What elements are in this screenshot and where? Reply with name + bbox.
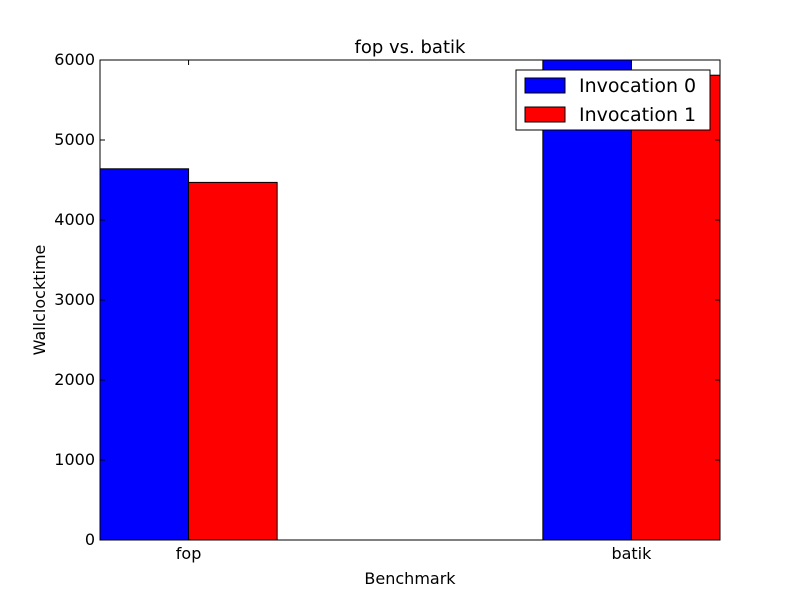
y-tick-label: 4000 [54, 210, 95, 229]
bar-fop-series-1 [188, 181, 278, 541]
y-tick-label: 2000 [54, 370, 95, 389]
y-ticks-group: 0 1000 2000 3000 4000 5000 6000 [54, 50, 720, 549]
bar-fop-series-0 [99, 168, 190, 541]
x-tick-label-fop: fop [176, 544, 202, 563]
bars-group [99, 59, 721, 541]
y-tick-label: 0 [85, 530, 95, 549]
x-axis-label: Benchmark [364, 569, 456, 588]
legend: Invocation 0 Invocation 1 [515, 69, 711, 131]
y-tick-label: 3000 [54, 290, 95, 309]
chart-title: fop vs. batik [355, 37, 466, 58]
y-tick-label: 1000 [54, 450, 95, 469]
plot-frame [99, 59, 721, 541]
bar-batik-series-1 [630, 74, 721, 541]
x-ticks-group: fop batik [176, 60, 652, 563]
legend-label-invocation-0: Invocation 0 [579, 75, 696, 97]
bar-batik-series-0 [542, 59, 632, 541]
legend-label-invocation-1: Invocation 1 [579, 104, 696, 126]
legend-swatch-invocation-0 [524, 77, 566, 94]
y-axis-label: Wallclocktime [30, 245, 49, 356]
legend-swatch-invocation-1 [524, 106, 566, 123]
x-tick-label-batik: batik [611, 544, 652, 563]
y-tick-label: 6000 [54, 50, 95, 69]
y-tick-label: 5000 [54, 130, 95, 149]
